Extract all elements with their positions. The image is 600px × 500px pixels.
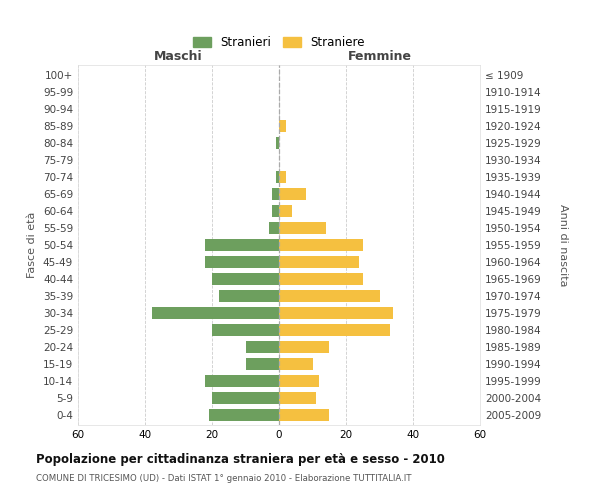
Bar [212,273,279,285]
Bar [279,375,319,387]
Bar [279,273,363,285]
Text: COMUNE DI TRICESIMO (UD) - Dati ISTAT 1° gennaio 2010 - Elaborazione TUTTITALIA.: COMUNE DI TRICESIMO (UD) - Dati ISTAT 1°… [36,474,412,483]
Legend: Stranieri, Straniere: Stranieri, Straniere [188,32,370,54]
Bar [279,256,359,268]
Bar [269,222,279,234]
Y-axis label: Fasce di età: Fasce di età [28,212,37,278]
Bar [279,171,286,183]
Bar [209,409,279,421]
Bar [279,358,313,370]
Bar [272,188,279,200]
Bar [205,375,279,387]
Text: Maschi: Maschi [154,50,203,64]
Bar [279,205,292,217]
Y-axis label: Anni di nascita: Anni di nascita [558,204,568,286]
Bar [245,341,279,353]
Bar [279,392,316,404]
Bar [279,307,393,319]
Bar [275,171,279,183]
Bar [245,358,279,370]
Bar [205,256,279,268]
Bar [279,239,363,251]
Bar [152,307,279,319]
Bar [279,188,306,200]
Bar [279,120,286,132]
Bar [205,239,279,251]
Bar [279,290,380,302]
Bar [279,222,326,234]
Bar [279,341,329,353]
Bar [212,324,279,336]
Bar [218,290,279,302]
Bar [279,324,389,336]
Bar [275,137,279,149]
Text: Femmine: Femmine [347,50,412,64]
Bar [272,205,279,217]
Bar [212,392,279,404]
Bar [279,409,329,421]
Text: Popolazione per cittadinanza straniera per età e sesso - 2010: Popolazione per cittadinanza straniera p… [36,452,445,466]
